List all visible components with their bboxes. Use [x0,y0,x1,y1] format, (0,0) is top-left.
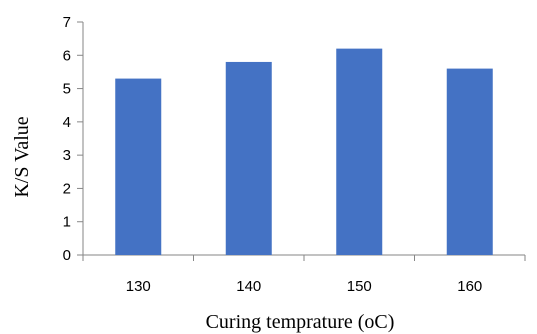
y-axis-title: K/S Value [11,116,33,197]
x-tick-label: 150 [347,278,372,295]
y-tick-label: 3 [63,147,71,164]
x-tick-label: 160 [457,278,482,295]
bar-130 [115,78,162,255]
y-tick-label: 7 [63,14,71,31]
bar-150 [336,48,383,255]
bars [115,48,493,255]
y-tick-label: 5 [63,81,71,98]
y-tick-label: 0 [63,247,71,264]
x-axis-title: Curing temprature (oC) [206,311,395,333]
y-axis: 0 1 2 3 4 5 6 7 [63,14,84,264]
bar-140 [225,61,272,255]
x-tick-label: 140 [236,278,261,295]
y-tick-label: 6 [63,47,71,64]
y-tick-label: 2 [63,180,71,197]
x-axis: 130 140 150 160 [82,254,526,295]
x-tick-label: 130 [126,278,151,295]
y-tick-label: 4 [63,114,71,131]
y-tick-label: 1 [63,214,71,231]
bar-160 [446,68,493,255]
